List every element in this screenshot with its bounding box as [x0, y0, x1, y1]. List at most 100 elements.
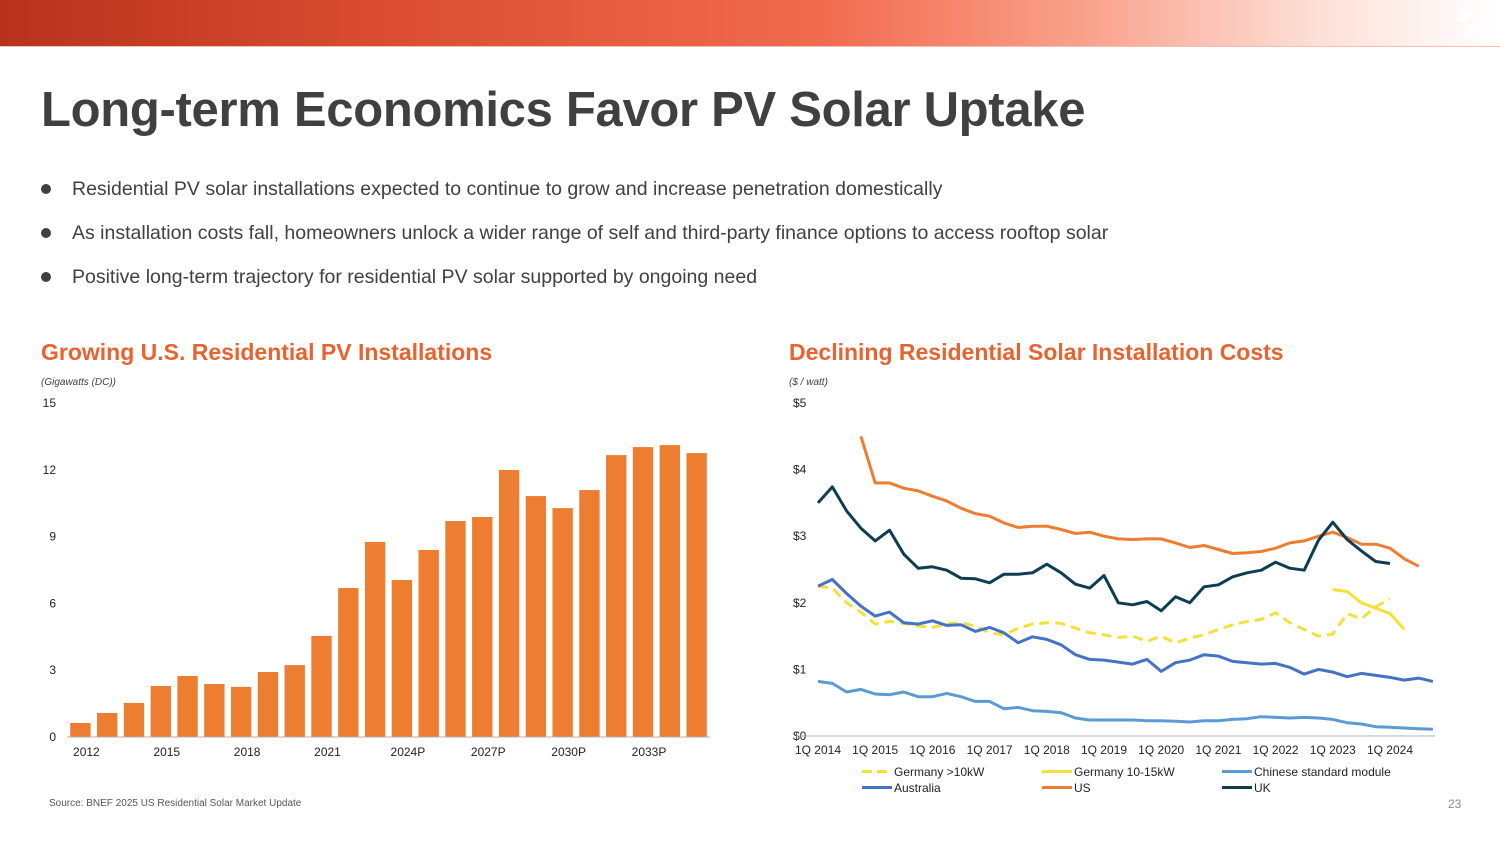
header-banner [0, 0, 1500, 46]
series-line-germany-10-15kw [1332, 588, 1406, 631]
page-number: 23 [1448, 797, 1462, 811]
x-tick-label: 2015 [153, 745, 180, 759]
legend-swatch-icon [862, 786, 892, 790]
bar-2033P [632, 447, 654, 737]
y-tick-label: $2 [793, 596, 807, 610]
series-line-chinese-standard-module [817, 679, 1433, 731]
bullet-dot-icon [41, 184, 51, 194]
bar-2032P [606, 455, 627, 737]
y-tick-label: 0 [49, 730, 56, 744]
x-tick-label: 1Q 2018 [1024, 743, 1070, 757]
x-tick-label: 1Q 2020 [1138, 743, 1184, 757]
bar-2022 [338, 588, 359, 737]
bar-2013 [97, 712, 118, 737]
bar-2030P [552, 508, 573, 737]
x-tick-label: 1Q 2016 [909, 743, 955, 757]
legend-swatch-icon [1042, 770, 1072, 774]
bar-chart-title: Growing U.S. Residential PV Installation… [41, 339, 493, 365]
bar-2024P [391, 580, 413, 737]
legend-swatch-dashed-icon [862, 770, 892, 774]
x-tick-label: 2021 [314, 745, 341, 759]
y-tick-label: 9 [49, 530, 56, 544]
source-note: Source: BNEF 2025 US Residential Solar M… [49, 798, 302, 809]
y-tick-label: $3 [793, 529, 807, 543]
bullet-item: Positive long-term trajectory for reside… [40, 266, 1108, 310]
y-tick-label: 3 [49, 663, 56, 677]
bullet-dot-icon [41, 228, 51, 238]
legend-item-us: US [1042, 780, 1091, 796]
bar-2012 [70, 722, 91, 737]
legend-swatch-icon [1042, 786, 1072, 790]
x-tick-label: 2012 [73, 745, 100, 759]
x-tick-label: 1Q 2019 [1081, 743, 1127, 757]
bar-2015 [150, 686, 171, 737]
series-line-australia [817, 578, 1434, 683]
bar-2021 [311, 635, 332, 737]
bar-2023 [364, 541, 386, 737]
line-chart-title: Declining Residential Solar Installation… [789, 339, 1284, 365]
legend-label: Chinese standard module [1254, 765, 1391, 779]
x-tick-label: 2024P [391, 745, 426, 759]
x-tick-label: 1Q 2023 [1310, 743, 1356, 757]
bullet-item: Residential PV solar installations expec… [40, 178, 1108, 222]
bar-2026P [445, 521, 466, 737]
x-tick-label: 2018 [234, 745, 261, 759]
line-chart: $0$1$2$3$4$51Q 2014 1Q 2015 1Q 2016 1Q 2017… [793, 396, 1435, 757]
bar-2017 [204, 684, 225, 737]
bullet-list: Residential PV solar installations expec… [40, 178, 1108, 310]
bar-2035P [686, 453, 707, 737]
bar-2034P [659, 445, 680, 737]
slash-logo-icon [1456, 10, 1482, 37]
bar-2027P [472, 517, 493, 737]
y-tick-label: $1 [793, 662, 807, 676]
legend-label: Germany 10-15kW [1074, 765, 1175, 779]
x-tick-label: 1Q 2017 [967, 743, 1013, 757]
bullet-text: Positive long-term trajectory for reside… [72, 266, 758, 288]
legend-label: US [1074, 781, 1091, 795]
bar-2029P [525, 496, 547, 737]
x-tick-label: 1Q 2021 [1195, 743, 1241, 757]
legend-item-australia: Australia [862, 780, 941, 796]
x-tick-label: 1Q 2015 [852, 743, 898, 757]
y-tick-label: 12 [43, 463, 57, 477]
legend-label: Germany >10kW [894, 765, 985, 779]
series-line-us [859, 435, 1420, 568]
bullet-dot-icon [41, 272, 51, 282]
x-tick-label: 1Q 2022 [1253, 743, 1299, 757]
line-chart-unit-label: ($ / watt) [789, 377, 828, 388]
legend-label: UK [1254, 781, 1271, 795]
y-tick-label: $4 [793, 463, 807, 477]
legend-item-uk: UK [1222, 780, 1271, 796]
bullet-text: Residential PV solar installations expec… [72, 178, 943, 200]
bar-2025P [418, 549, 439, 737]
legend-item-germany-10-15kw: Germany 10-15kW [1042, 764, 1175, 780]
y-tick-label: $5 [793, 396, 807, 410]
bar-chart: 0 3 6 9 12 15 2012 2015 2018 2021 2024P 2027P 2030P 2… [43, 396, 710, 759]
page-title: Long-term Economics Favor PV Solar Uptak… [41, 83, 1086, 137]
y-tick-label: 6 [49, 596, 56, 610]
legend-swatch-icon [1222, 786, 1252, 790]
x-tick-label: 2027P [471, 745, 506, 759]
legend-label: Australia [894, 781, 941, 795]
y-tick-label: 15 [43, 396, 57, 410]
series-line-germany-10kw [817, 584, 1391, 645]
bar-2020 [284, 665, 305, 737]
bar-2031P [579, 490, 600, 737]
bar-2014 [123, 702, 145, 737]
x-tick-label: 1Q 2014 [795, 743, 841, 757]
legend-item-germany-10kw: Germany >10kW [862, 764, 984, 780]
bar-2016 [177, 675, 198, 737]
bar-2018 [230, 686, 252, 737]
x-tick-label: 1Q 2024 [1367, 743, 1413, 757]
x-tick-label: 2033P [632, 745, 667, 759]
bullet-item: As installation costs fall, homeowners u… [40, 222, 1108, 266]
bar-chart-unit-label: (Gigawatts (DC)) [41, 377, 117, 388]
legend-swatch-icon [1222, 770, 1252, 774]
bar-2019 [257, 671, 279, 737]
bar-2028P [498, 470, 520, 737]
bullet-text: As installation costs fall, homeowners u… [72, 222, 1109, 244]
banner-divider [0, 46, 1500, 47]
x-tick-label: 2030P [551, 745, 586, 759]
legend-item-chinese-module: Chinese standard module [1222, 764, 1391, 780]
series-line-uk [816, 485, 1391, 613]
